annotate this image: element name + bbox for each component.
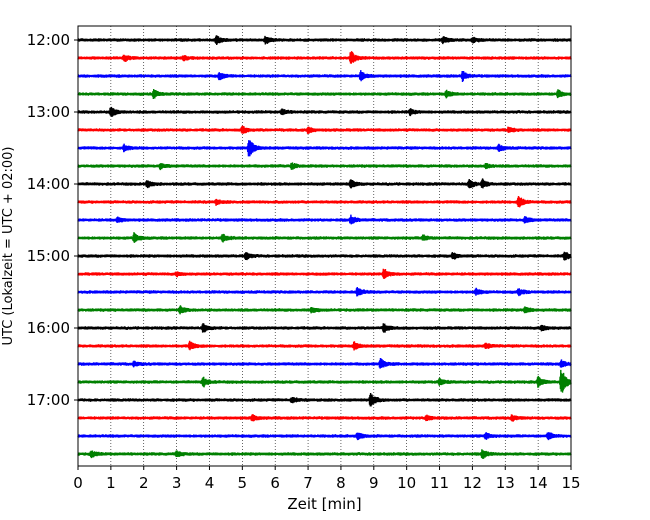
x-tick-label-9: 9 xyxy=(369,474,379,492)
trace-1200 xyxy=(77,35,572,46)
x-tick-label-6: 6 xyxy=(270,474,280,492)
trace-1715 xyxy=(77,414,572,422)
x-tick-label-12: 12 xyxy=(463,474,482,492)
y-tick-label-16:00: 16:00 xyxy=(27,319,70,337)
trace-1645 xyxy=(77,369,572,393)
trace-1245 xyxy=(77,89,572,99)
y-axis-label: UTC (Lokalzeit = UTC + 02:00) xyxy=(1,147,16,346)
trace-1745 xyxy=(77,449,572,459)
trace-1430 xyxy=(77,214,572,225)
trace-1415 xyxy=(77,195,572,208)
trace-1400 xyxy=(77,178,572,189)
trace-1445 xyxy=(77,232,572,243)
trace-1300 xyxy=(77,106,572,117)
trace-1530 xyxy=(77,287,572,297)
x-tick-label-10: 10 xyxy=(397,474,416,492)
trace-1215 xyxy=(77,51,572,64)
trace-1315 xyxy=(77,125,572,134)
trace-1330 xyxy=(77,140,572,157)
trace-1730 xyxy=(77,432,572,441)
trace-group xyxy=(77,35,572,459)
x-tick-label-1: 1 xyxy=(106,474,116,492)
x-tick-label-13: 13 xyxy=(496,474,515,492)
x-axis-ticks: 0 1 2 3 4 5 6 7 8 9 10 11 12 13 14 15 xyxy=(73,466,581,492)
x-tick-label-7: 7 xyxy=(303,474,313,492)
y-tick-label-14:00: 14:00 xyxy=(27,175,70,193)
x-axis-label: Zeit [min] xyxy=(287,495,361,513)
x-tick-label-3: 3 xyxy=(172,474,182,492)
x-tick-label-14: 14 xyxy=(529,474,548,492)
trace-1615 xyxy=(77,340,572,351)
x-tick-label-5: 5 xyxy=(238,474,248,492)
trace-1630 xyxy=(77,358,572,369)
trace-1545 xyxy=(77,305,572,315)
y-tick-label-12:00: 12:00 xyxy=(27,31,70,49)
trace-1700 xyxy=(77,393,572,407)
grid-lines xyxy=(110,26,539,466)
y-tick-label-15:00: 15:00 xyxy=(27,247,70,265)
x-tick-label-11: 11 xyxy=(430,474,449,492)
x-tick-label-0: 0 xyxy=(73,474,83,492)
y-axis-ticks: 12:00 13:00 14:00 15:00 16:00 17:00 xyxy=(27,31,78,409)
y-tick-label-17:00: 17:00 xyxy=(27,391,70,409)
y-tick-label-13:00: 13:00 xyxy=(27,103,70,121)
trace-1600 xyxy=(77,323,572,333)
x-tick-label-15: 15 xyxy=(561,474,580,492)
plot-frame xyxy=(77,25,572,467)
trace-1230 xyxy=(77,70,572,83)
x-tick-label-8: 8 xyxy=(336,474,346,492)
trace-1515 xyxy=(77,268,572,279)
trace-1500 xyxy=(77,251,572,261)
x-tick-label-4: 4 xyxy=(205,474,215,492)
trace-1345 xyxy=(77,162,572,171)
x-tick-label-2: 2 xyxy=(139,474,149,492)
